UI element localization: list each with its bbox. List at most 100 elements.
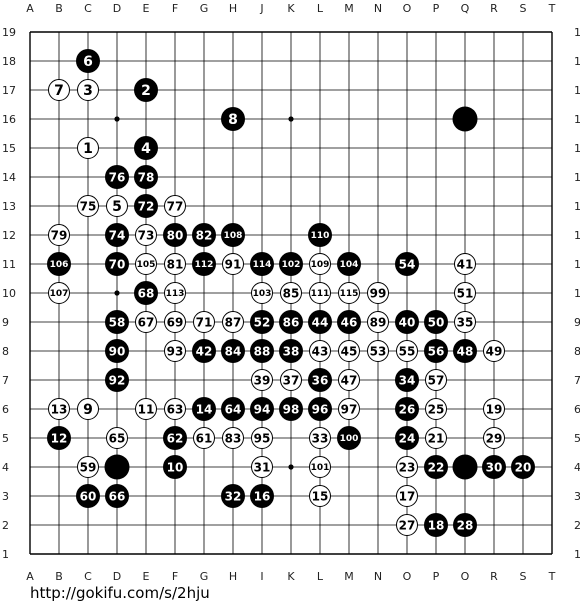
- white-stone[interactable]: [164, 195, 186, 217]
- black-stone[interactable]: [279, 397, 303, 421]
- white-stone[interactable]: [309, 456, 331, 478]
- white-stone[interactable]: [164, 282, 186, 304]
- black-stone[interactable]: [453, 513, 477, 537]
- white-stone[interactable]: [338, 282, 360, 304]
- black-stone[interactable]: [105, 165, 129, 189]
- white-stone[interactable]: [309, 282, 331, 304]
- white-stone[interactable]: [48, 79, 70, 101]
- white-stone[interactable]: [77, 79, 99, 101]
- black-stone[interactable]: [163, 455, 187, 479]
- black-stone[interactable]: [279, 252, 303, 276]
- black-stone[interactable]: [105, 339, 129, 363]
- white-stone[interactable]: [135, 253, 157, 275]
- white-stone[interactable]: [164, 311, 186, 333]
- white-stone[interactable]: [48, 398, 70, 420]
- white-stone[interactable]: [222, 311, 244, 333]
- white-stone[interactable]: [367, 311, 389, 333]
- black-stone[interactable]: [105, 484, 129, 508]
- white-stone[interactable]: [454, 253, 476, 275]
- white-stone[interactable]: [222, 253, 244, 275]
- white-stone[interactable]: [309, 485, 331, 507]
- black-stone[interactable]: [105, 368, 129, 392]
- white-stone[interactable]: [483, 427, 505, 449]
- black-stone[interactable]: [279, 310, 303, 334]
- black-stone[interactable]: [395, 310, 419, 334]
- white-stone[interactable]: [396, 456, 418, 478]
- black-stone[interactable]: [308, 397, 332, 421]
- source-url[interactable]: http://gokifu.com/s/2hju: [30, 584, 210, 602]
- black-stone[interactable]: [250, 252, 274, 276]
- white-stone[interactable]: [135, 311, 157, 333]
- black-stone[interactable]: [250, 310, 274, 334]
- black-stone[interactable]: [250, 484, 274, 508]
- white-stone[interactable]: [338, 369, 360, 391]
- white-stone[interactable]: [425, 398, 447, 420]
- black-stone[interactable]: [452, 106, 478, 132]
- black-stone[interactable]: [482, 455, 506, 479]
- black-stone[interactable]: [105, 310, 129, 334]
- white-stone[interactable]: [425, 427, 447, 449]
- black-stone[interactable]: [452, 454, 478, 480]
- white-stone[interactable]: [454, 282, 476, 304]
- black-stone[interactable]: [453, 339, 477, 363]
- white-stone[interactable]: [483, 398, 505, 420]
- white-stone[interactable]: [309, 253, 331, 275]
- white-stone[interactable]: [164, 340, 186, 362]
- black-stone[interactable]: [250, 339, 274, 363]
- white-stone[interactable]: [251, 369, 273, 391]
- black-stone[interactable]: [134, 194, 158, 218]
- white-stone[interactable]: [48, 282, 70, 304]
- black-stone[interactable]: [104, 454, 130, 480]
- black-stone[interactable]: [47, 426, 71, 450]
- black-stone[interactable]: [134, 165, 158, 189]
- white-stone[interactable]: [77, 195, 99, 217]
- black-stone[interactable]: [279, 339, 303, 363]
- white-stone[interactable]: [193, 311, 215, 333]
- white-stone[interactable]: [135, 224, 157, 246]
- black-stone[interactable]: [192, 223, 216, 247]
- black-stone[interactable]: [424, 455, 448, 479]
- white-stone[interactable]: [309, 340, 331, 362]
- black-stone[interactable]: [395, 426, 419, 450]
- white-stone[interactable]: [251, 456, 273, 478]
- white-stone[interactable]: [454, 311, 476, 333]
- black-stone[interactable]: [337, 252, 361, 276]
- black-stone[interactable]: [163, 426, 187, 450]
- black-stone[interactable]: [221, 223, 245, 247]
- white-stone[interactable]: [251, 427, 273, 449]
- white-stone[interactable]: [77, 456, 99, 478]
- white-stone[interactable]: [396, 514, 418, 536]
- black-stone[interactable]: [192, 339, 216, 363]
- white-stone[interactable]: [164, 398, 186, 420]
- black-stone[interactable]: [424, 513, 448, 537]
- white-stone[interactable]: [396, 340, 418, 362]
- white-stone[interactable]: [164, 253, 186, 275]
- black-stone[interactable]: [337, 426, 361, 450]
- black-stone[interactable]: [47, 252, 71, 276]
- black-stone[interactable]: [105, 252, 129, 276]
- black-stone[interactable]: [134, 136, 158, 160]
- black-stone[interactable]: [395, 397, 419, 421]
- black-stone[interactable]: [424, 339, 448, 363]
- black-stone[interactable]: [134, 281, 158, 305]
- white-stone[interactable]: [251, 282, 273, 304]
- black-stone[interactable]: [76, 484, 100, 508]
- black-stone[interactable]: [105, 223, 129, 247]
- white-stone[interactable]: [280, 282, 302, 304]
- black-stone[interactable]: [308, 368, 332, 392]
- white-stone[interactable]: [222, 427, 244, 449]
- white-stone[interactable]: [77, 137, 99, 159]
- white-stone[interactable]: [135, 398, 157, 420]
- black-stone[interactable]: [192, 397, 216, 421]
- black-stone[interactable]: [221, 484, 245, 508]
- black-stone[interactable]: [163, 223, 187, 247]
- black-stone[interactable]: [395, 368, 419, 392]
- white-stone[interactable]: [77, 398, 99, 420]
- black-stone[interactable]: [221, 397, 245, 421]
- black-stone[interactable]: [511, 455, 535, 479]
- black-stone[interactable]: [424, 310, 448, 334]
- white-stone[interactable]: [338, 398, 360, 420]
- white-stone[interactable]: [193, 427, 215, 449]
- black-stone[interactable]: [134, 78, 158, 102]
- white-stone[interactable]: [396, 485, 418, 507]
